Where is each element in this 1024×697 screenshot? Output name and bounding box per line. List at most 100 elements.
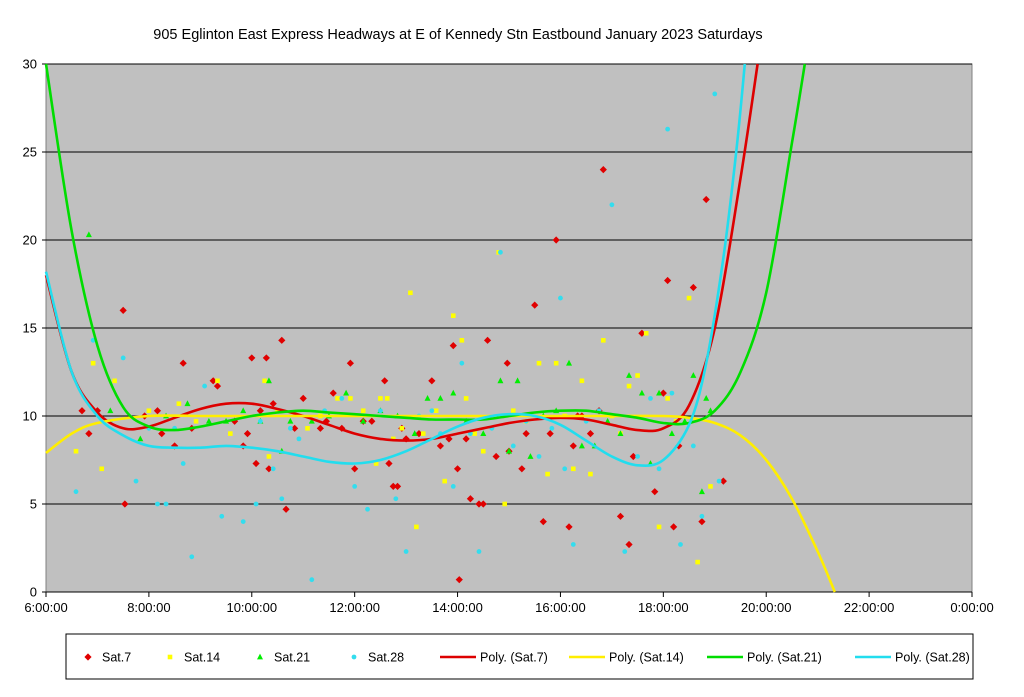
- point-sat-28: [270, 466, 276, 472]
- point-sat-7: [351, 465, 359, 473]
- y-tick-label: 0: [30, 585, 37, 600]
- point-sat-7: [85, 430, 93, 438]
- x-tick-label: 20:00:00: [741, 600, 792, 615]
- point-sat-7: [449, 342, 457, 350]
- point-sat-21: [287, 417, 294, 424]
- point-sat-28: [339, 396, 345, 401]
- point-sat-14: [459, 338, 465, 343]
- point-sat-21: [205, 417, 212, 424]
- legend-marker: [257, 653, 263, 660]
- point-sat-7: [179, 359, 187, 367]
- point-sat-28: [459, 360, 465, 366]
- point-sat-14: [193, 418, 199, 424]
- point-sat-28: [219, 513, 225, 519]
- point-sat-28: [699, 513, 705, 519]
- point-sat-14: [635, 373, 640, 378]
- x-tick-label: 8:00:00: [127, 600, 170, 615]
- point-sat-21: [668, 430, 675, 436]
- point-sat-7: [479, 500, 487, 508]
- point-sat-14: [571, 466, 576, 472]
- point-sat-21: [137, 435, 144, 442]
- point-sat-7: [428, 377, 436, 385]
- point-sat-28: [393, 496, 399, 502]
- point-sat-7: [256, 407, 264, 415]
- y-tick-label: 20: [23, 233, 37, 248]
- point-sat-7: [381, 377, 389, 385]
- point-sat-14: [360, 408, 366, 414]
- x-tick-label: 0:00:00: [950, 600, 993, 615]
- point-sat-14: [450, 313, 456, 318]
- point-sat-7: [531, 301, 539, 309]
- point-sat-14: [414, 524, 419, 530]
- point-sat-21: [497, 377, 504, 384]
- point-sat-7: [209, 377, 217, 385]
- point-sat-7: [518, 465, 526, 473]
- point-sat-14: [275, 408, 280, 414]
- legend-label: Poly. (Sat.7): [480, 651, 548, 665]
- point-sat-28: [536, 454, 542, 459]
- x-tick-label: 14:00:00: [432, 600, 483, 615]
- y-tick-label: 5: [30, 497, 37, 512]
- point-sat-21: [184, 400, 191, 407]
- point-sat-14: [510, 408, 516, 414]
- point-sat-7: [569, 442, 577, 450]
- point-sat-28: [656, 466, 662, 472]
- point-sat-14: [545, 471, 550, 477]
- point-sat-7: [546, 430, 554, 438]
- y-tick-label: 25: [23, 145, 37, 160]
- point-sat-21: [527, 453, 534, 459]
- point-sat-14: [335, 396, 340, 401]
- point-sat-14: [695, 559, 700, 565]
- point-sat-28: [296, 436, 302, 442]
- point-sat-14: [176, 401, 182, 406]
- x-tick-label: 18:00:00: [638, 600, 689, 615]
- point-sat-7: [153, 407, 162, 415]
- point-sat-14: [536, 360, 542, 366]
- legend-label: Sat.28: [368, 651, 404, 665]
- point-sat-28: [562, 466, 568, 472]
- point-sat-14: [588, 471, 593, 477]
- point-sat-7: [552, 236, 560, 244]
- point-sat-28: [712, 91, 718, 97]
- point-sat-14: [643, 330, 649, 336]
- point-sat-28: [648, 396, 653, 401]
- chart-title: 905 Eglinton East Express Headways at E …: [153, 27, 762, 43]
- point-sat-7: [436, 442, 445, 450]
- point-sat-7: [616, 512, 625, 520]
- point-sat-28: [558, 295, 563, 301]
- point-sat-7: [539, 518, 547, 526]
- point-sat-14: [262, 378, 267, 384]
- point-sat-7: [248, 354, 256, 362]
- point-sat-21: [265, 377, 272, 384]
- point-sat-7: [689, 283, 697, 292]
- point-sat-28: [287, 425, 293, 431]
- point-sat-7: [278, 336, 286, 344]
- legend-marker: [351, 654, 357, 660]
- point-sat-28: [257, 418, 263, 424]
- point-sat-28: [155, 501, 160, 507]
- point-sat-7: [462, 435, 470, 443]
- y-tick-label: 15: [23, 321, 37, 336]
- point-sat-7: [213, 382, 222, 390]
- legend-label: Poly. (Sat.21): [747, 651, 822, 665]
- point-sat-28: [669, 390, 675, 396]
- point-sat-7: [698, 518, 706, 526]
- point-sat-21: [617, 430, 624, 436]
- point-sat-7: [389, 482, 397, 490]
- trendline-poly-sat-28: [44, 63, 747, 467]
- y-axis: 0 5 10 15 20 25 30: [23, 57, 46, 600]
- legend-label: Sat.7: [102, 651, 131, 665]
- point-sat-14: [373, 461, 379, 466]
- point-sat-28: [622, 549, 628, 554]
- point-sat-7: [651, 488, 659, 496]
- point-sat-7: [243, 430, 252, 438]
- point-sat-7: [599, 166, 607, 174]
- point-sat-14: [442, 478, 447, 484]
- point-sat-7: [262, 354, 270, 362]
- trendline-poly-sat-7: [44, 63, 759, 442]
- legend-marker: [167, 654, 173, 660]
- point-sat-14: [553, 360, 559, 366]
- point-sat-7: [265, 465, 273, 473]
- point-sat-7: [121, 500, 129, 508]
- point-sat-14: [708, 484, 713, 489]
